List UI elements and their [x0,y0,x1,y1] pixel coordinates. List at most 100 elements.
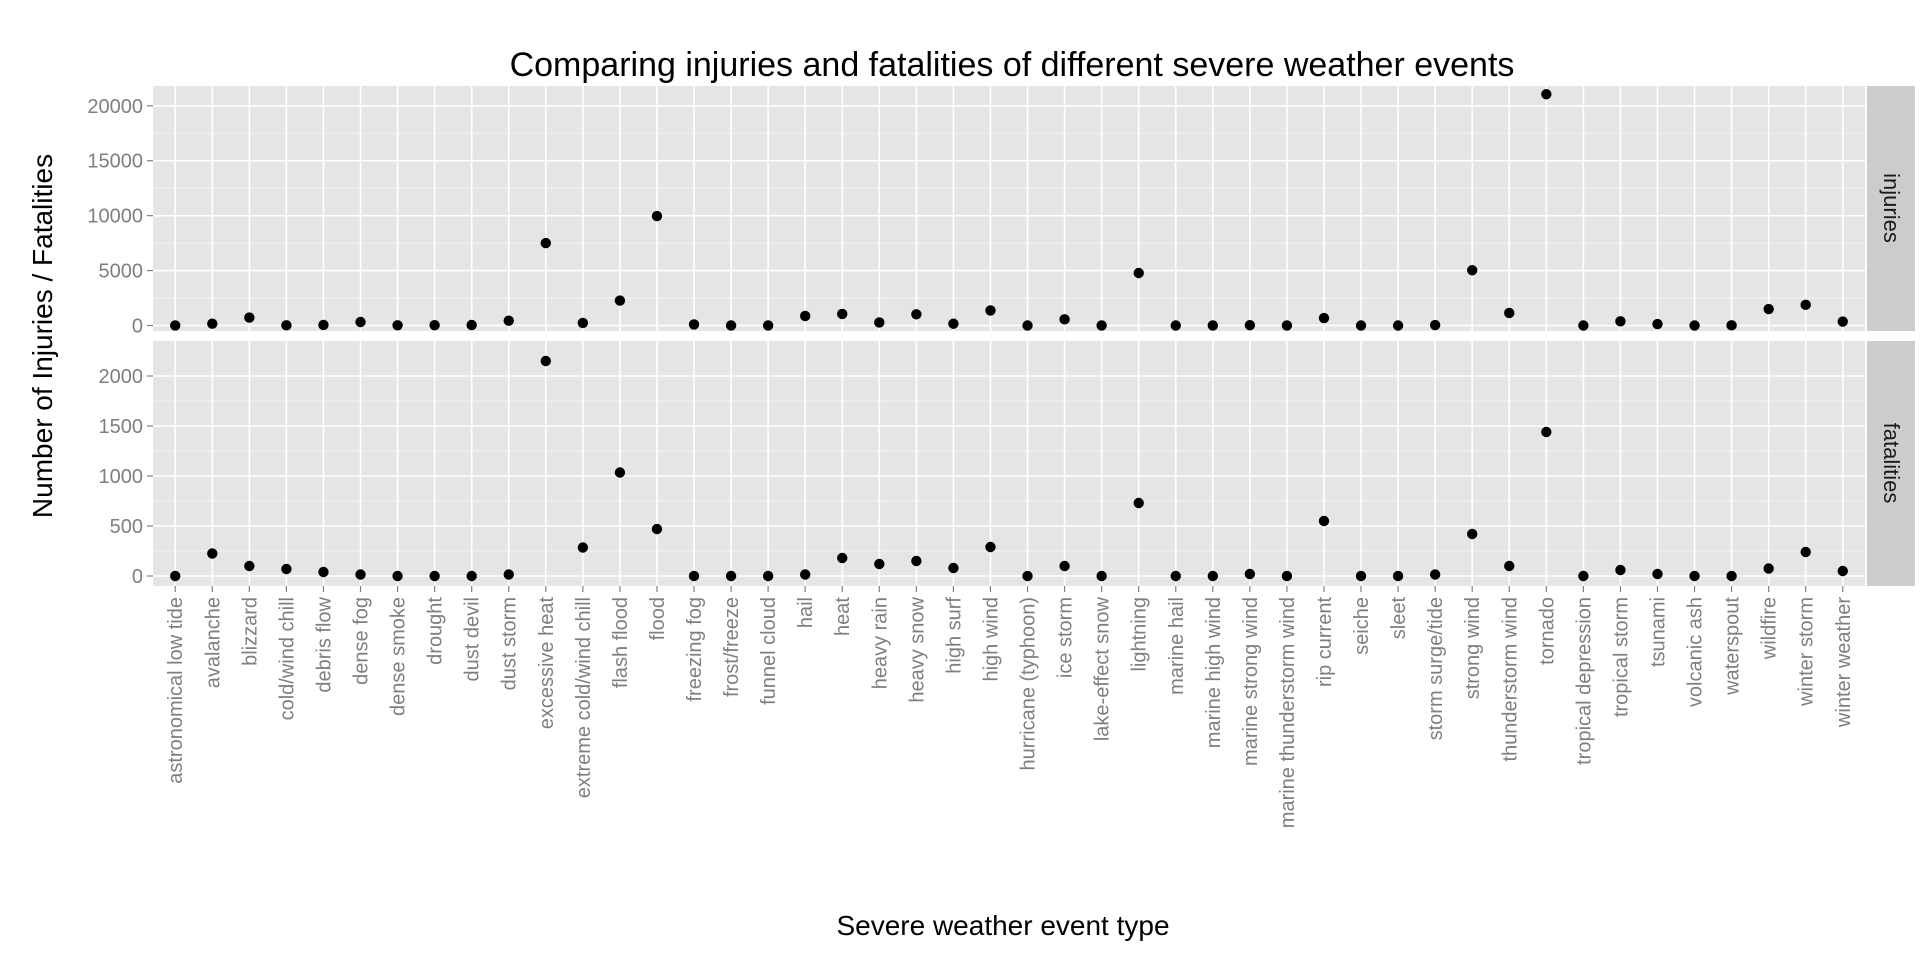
point-injuries-waterspout [1726,320,1737,331]
point-fatalities-marine-hail [1170,570,1181,582]
y-tick-label: 1000 [99,466,144,488]
y-tick-label: 0 [132,316,143,338]
x-tick-label-dense-fog: dense fog [351,597,373,685]
point-fatalities-thunderstorm-wind [1504,560,1515,572]
point-injuries-marine-high-wind [1207,320,1219,331]
point-injuries-tornado [1541,89,1552,100]
x-tick-label-winter-weather: winter weather [1833,597,1855,728]
x-tick-label-high-wind: high wind [980,597,1002,682]
x-tick-label-heat: heat [832,597,854,636]
x-tick-label-cold-wind-chill: cold/wind chill [276,597,298,720]
point-fatalities-flood [651,523,663,535]
x-tick-label-thunderstorm-wind: thunderstorm wind [1499,597,1521,762]
point-injuries-freezing-fog [688,319,700,330]
point-fatalities-frost-freeze [725,570,737,582]
panel-fatalities-background [153,341,1865,586]
x-tick-label-dust-devil: dust devil [462,597,484,682]
x-tick-label-lightning: lightning [1129,597,1151,672]
point-fatalities-excessive-heat [540,355,551,367]
x-tick-label-marine-high-wind: marine high wind [1203,597,1225,748]
x-tick-label-dust-storm: dust storm [499,597,521,690]
x-tick-label-heavy-snow: heavy snow [906,596,928,702]
point-fatalities-heavy-snow [911,555,922,567]
point-fatalities-marine-high-wind [1207,570,1219,582]
x-tick-label-marine-strong-wind: marine strong wind [1240,597,1262,766]
point-injuries-hurricane-typhoon [1022,320,1033,331]
point-injuries-excessive-heat [540,237,551,249]
panel-fatalities: 0 500 1000 1500 2000 fatalities [99,341,1915,588]
point-injuries-marine-strong-wind [1244,320,1256,331]
point-injuries-dust-devil [466,319,477,331]
point-fatalities-flash-flood [614,467,626,478]
x-tick-label-high-surf: high surf [943,597,965,674]
point-injuries-seiche [1355,320,1367,331]
y-tick-label: 5000 [99,261,144,283]
point-injuries-funnel-cloud [762,320,774,331]
panel-fatalities-points [170,355,1848,582]
point-injuries-flood [651,210,663,222]
point-fatalities-tsunami [1652,568,1663,580]
strip-injuries [1867,86,1915,331]
point-fatalities-high-surf [948,562,959,574]
point-injuries-marine-thunderstorm-wind [1281,320,1293,331]
panel-injuries: 0 5000 10000 15000 20000 injuries [87,86,1915,338]
x-tick-label-hurricane-typhoon: hurricane (typhoon) [1018,597,1040,770]
chart-title: Comparing injuries and fatalities of dif… [510,46,1515,84]
point-fatalities-ice-storm [1059,560,1070,572]
point-fatalities-sleet [1392,570,1404,582]
panel-injuries-y-axis: 0 5000 10000 15000 20000 [87,96,153,338]
point-injuries-debris-flow [318,319,329,331]
point-fatalities-tropical-depression [1578,570,1589,582]
x-tick-label-wildfire: wildfire [1759,597,1781,660]
point-injuries-tsunami [1652,318,1663,330]
x-tick-label-debris-flow: debris flow [313,596,335,692]
point-injuries-drought [429,319,440,331]
point-injuries-hail [799,310,811,322]
point-injuries-frost-freeze [725,320,737,331]
point-injuries-storm-surge-tide [1429,319,1441,331]
point-fatalities-winter-storm [1800,546,1811,558]
point-fatalities-marine-thunderstorm-wind [1281,570,1293,582]
point-fatalities-heat [837,552,848,564]
x-axis-title: Severe weather event type [836,910,1169,941]
point-fatalities-extreme-cold-wind-chill [577,542,589,553]
x-tick-label-marine-hail: marine hail [1166,597,1188,695]
x-tick-label-dense-smoke: dense smoke [388,597,410,716]
point-fatalities-funnel-cloud [762,570,774,582]
y-tick-label: 20000 [87,96,143,118]
point-injuries-blizzard [244,312,255,323]
x-tick-label-freezing-fog: freezing fog [684,597,706,702]
point-injuries-dust-storm [503,315,514,326]
panel-injuries-background [153,86,1865,331]
point-fatalities-hail [799,569,811,580]
point-injuries-marine-hail [1170,320,1181,331]
point-injuries-astronomical-low-tide [170,320,181,331]
point-injuries-ice-storm [1059,314,1070,325]
x-axis: astronomical low tide avalanche blizzard co… [165,586,1855,828]
point-fatalities-blizzard [244,560,255,572]
point-injuries-volcanic-ash [1689,320,1700,331]
point-injuries-wildfire [1763,303,1774,315]
point-injuries-cold-wind-chill [281,320,292,331]
point-injuries-high-wind [985,305,996,316]
point-injuries-strong-wind [1467,265,1478,276]
point-fatalities-dust-storm [503,569,514,580]
x-tick-label-marine-thunderstorm-wind: marine thunderstorm wind [1277,597,1299,828]
x-tick-label-avalanche: avalanche [202,597,224,688]
point-fatalities-dense-fog [355,569,366,580]
point-injuries-tropical-storm [1615,316,1626,327]
point-injuries-sleet [1392,320,1404,331]
point-fatalities-debris-flow [318,566,329,578]
x-tick-label-storm-surge-tide: storm surge/tide [1425,597,1447,740]
point-injuries-lake-effect-snow [1096,320,1107,331]
point-injuries-thunderstorm-wind [1504,307,1515,319]
x-tick-label-seiche: seiche [1351,597,1373,655]
y-tick-label: 2000 [99,366,144,388]
point-injuries-winter-storm [1800,299,1811,311]
point-fatalities-high-wind [985,541,996,553]
point-fatalities-rip-current [1318,515,1330,527]
point-injuries-dense-fog [355,316,366,328]
y-tick-label: 500 [110,516,143,538]
x-tick-label-rip-current: rip current [1314,597,1336,687]
